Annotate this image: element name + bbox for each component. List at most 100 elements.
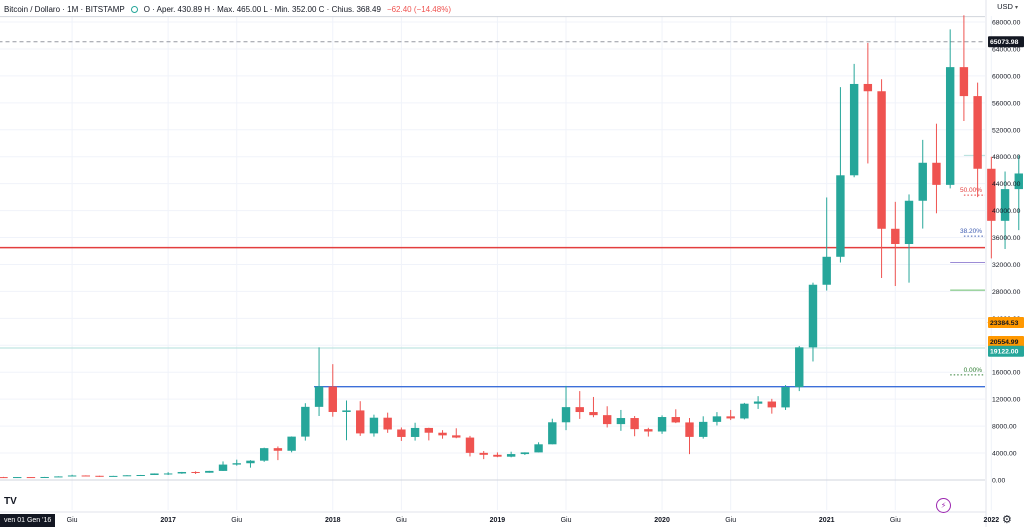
candle-body	[726, 416, 735, 419]
x-tick-label: 2020	[654, 517, 670, 524]
x-tick-label: 2018	[325, 517, 341, 524]
candle-body	[479, 452, 488, 455]
x-tick-label: Giu	[67, 517, 78, 524]
tradingview-logo-icon[interactable]: TV	[4, 496, 17, 507]
candle-body	[712, 416, 722, 422]
candle-body	[973, 96, 982, 169]
candle	[1000, 171, 1010, 249]
candle-body	[383, 417, 392, 430]
candle-body	[904, 200, 914, 244]
candle-body	[685, 422, 694, 437]
candle	[13, 477, 22, 479]
candle-body	[342, 410, 351, 412]
candle-body	[506, 454, 516, 457]
candle	[616, 409, 626, 431]
candle	[685, 418, 694, 455]
candle-body	[616, 418, 626, 425]
candle	[973, 82, 982, 198]
candle-body	[410, 427, 420, 437]
symbol-title[interactable]: Bitcoin / Dollaro · 1M · BITSTAMP	[4, 4, 125, 14]
x-tick-label: Giu	[561, 517, 572, 524]
x-tick-label: Giu	[890, 517, 901, 524]
y-tick-label: 32000.00	[992, 262, 1021, 269]
currency-selector[interactable]: USD ▾	[997, 2, 1018, 11]
candle	[795, 345, 804, 392]
candle	[397, 427, 406, 441]
candle-body	[630, 418, 639, 430]
candle	[150, 473, 159, 476]
candle-body	[438, 432, 447, 436]
candle-body	[397, 429, 406, 437]
candle	[740, 402, 749, 420]
candle-body	[259, 448, 269, 461]
candle-body	[301, 406, 310, 437]
candle	[891, 201, 900, 287]
candle-body	[836, 175, 845, 257]
candle-body	[575, 407, 584, 413]
candle-body	[1000, 189, 1010, 221]
candle-body	[67, 475, 77, 477]
x-tick-label: Giu	[396, 517, 407, 524]
candle-body	[369, 417, 379, 434]
lightning-icon[interactable]: ⚡	[936, 498, 951, 513]
y-tick-label: 48000.00	[992, 154, 1021, 161]
candle-body	[40, 476, 49, 478]
price-tag-label: 65073.98	[990, 39, 1019, 46]
candle-body	[795, 347, 804, 388]
candle	[520, 452, 530, 455]
candle-body	[863, 83, 873, 92]
gear-icon[interactable]: ⚙	[1002, 513, 1012, 526]
candle-body	[218, 464, 228, 471]
candle	[122, 475, 132, 477]
x-tick-label: 2022	[984, 517, 1000, 524]
candle-body	[54, 476, 63, 478]
candle-body	[561, 407, 571, 423]
candle-body	[0, 477, 8, 479]
candle-body	[452, 435, 461, 438]
x-tick-label: 2021	[819, 517, 835, 524]
candle	[877, 79, 886, 278]
candle	[109, 475, 118, 477]
candle	[781, 385, 790, 410]
candle-body	[753, 401, 763, 404]
chart-header: Bitcoin / Dollaro · 1M · BITSTAMP O · Ap…	[4, 2, 451, 16]
chevron-down-icon: ▾	[1014, 5, 1018, 11]
candle	[836, 87, 845, 263]
candle-body	[808, 284, 818, 348]
candle-body	[424, 427, 434, 433]
price-tag-bg	[988, 316, 1024, 328]
y-tick-label: 64000.00	[992, 46, 1021, 53]
y-tick-label: 28000.00	[992, 289, 1021, 296]
candle	[602, 406, 612, 428]
y-tick-label: 36000.00	[992, 235, 1021, 242]
y-tick-label: 56000.00	[992, 100, 1021, 107]
candle-body	[328, 386, 337, 412]
candle-body	[657, 417, 667, 432]
candle-body	[877, 91, 886, 229]
candle-body	[465, 437, 475, 453]
candle	[232, 459, 241, 466]
candle-body	[109, 475, 118, 477]
candle	[383, 412, 392, 433]
candle	[726, 409, 735, 421]
candle-body	[945, 67, 955, 185]
candle-body	[644, 429, 653, 432]
candle	[548, 418, 557, 445]
candle-body	[1014, 173, 1023, 190]
candle	[863, 42, 873, 164]
candle-body	[356, 410, 365, 434]
candle	[424, 427, 434, 441]
candle	[356, 401, 365, 436]
candle	[753, 396, 763, 409]
candle	[630, 416, 639, 437]
candle-body	[671, 417, 680, 423]
candle	[987, 156, 996, 259]
x-tick-label: Giu	[725, 517, 736, 524]
candle	[273, 446, 283, 461]
candle	[328, 364, 337, 417]
x-tick-label: Giu	[231, 517, 242, 524]
change-value: −62.40 (−14.48%)	[386, 4, 451, 14]
candle	[822, 197, 831, 291]
candle-body	[932, 162, 941, 185]
